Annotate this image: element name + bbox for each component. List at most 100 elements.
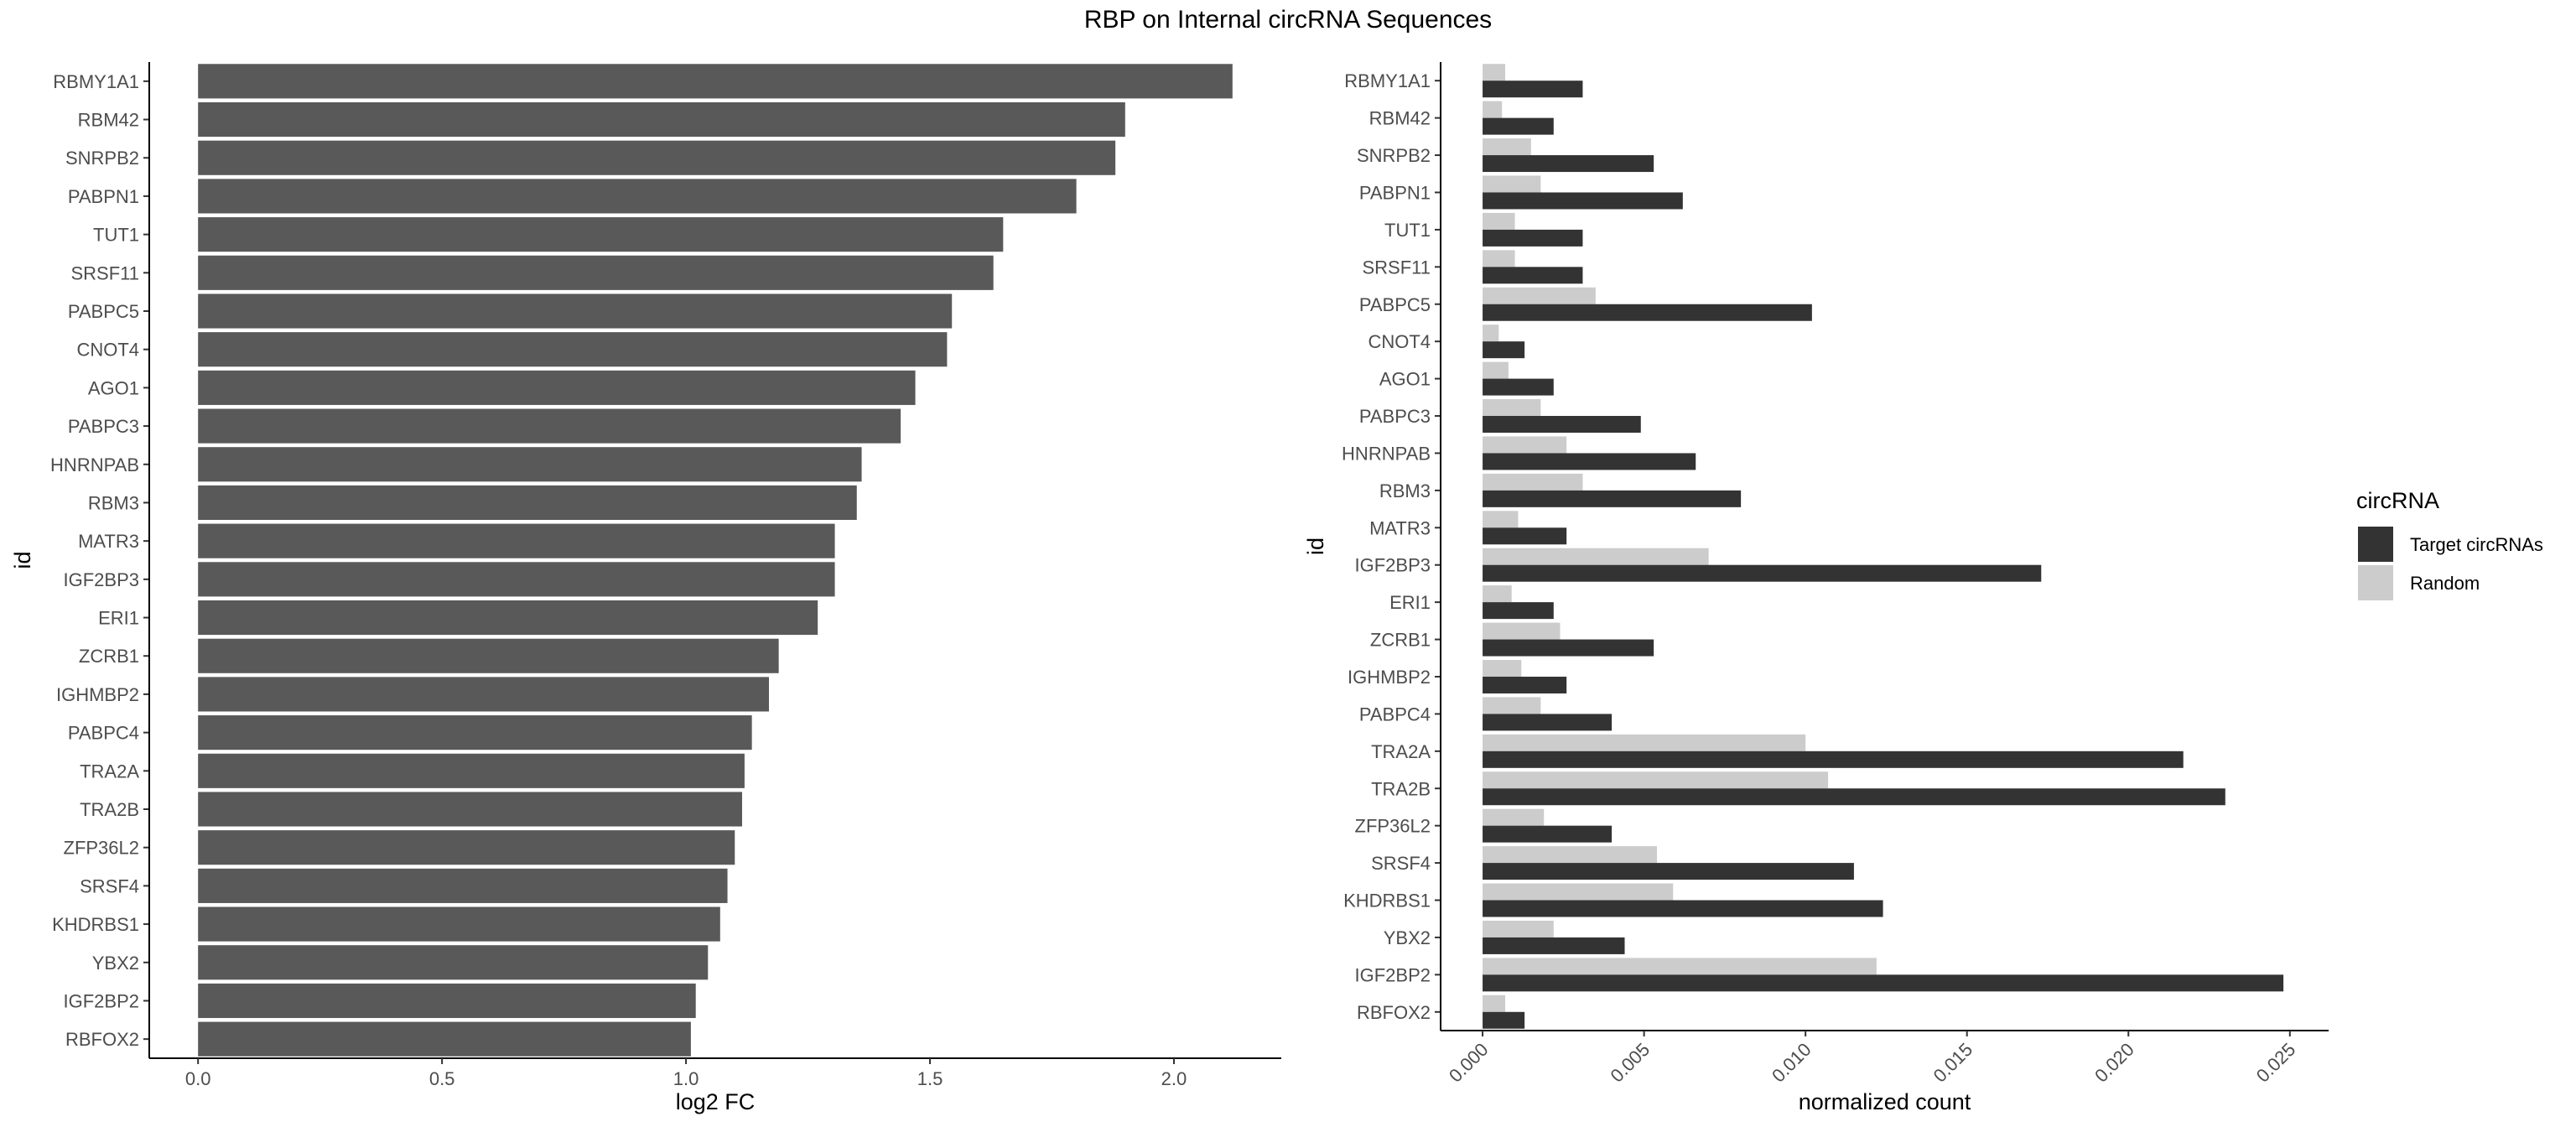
y-tick-label-rbm3: RBM3 xyxy=(1379,480,1431,501)
bar-target-ago1 xyxy=(1483,378,1554,396)
bar-random-zcrb1 xyxy=(1483,622,1561,640)
y-tick-label-ago1: AGO1 xyxy=(1379,369,1431,390)
bar-target-srsf4 xyxy=(1483,863,1854,880)
legend-key-1 xyxy=(2358,565,2393,600)
x-tick-label-1: 0.005 xyxy=(1607,1039,1654,1087)
bar-random-pabpn1 xyxy=(1483,175,1541,193)
bar-random-hnrnpab xyxy=(1483,436,1567,454)
bar-target-zcrb1 xyxy=(1483,639,1654,657)
bar-random-pabpc4 xyxy=(1483,697,1541,714)
y-tick-label-eri1: ERI1 xyxy=(98,608,139,629)
y-tick-label-cnot4: CNOT4 xyxy=(76,340,139,361)
y-tick-label-rbfox2: RBFOX2 xyxy=(1357,1002,1431,1023)
x-axis-title-right: normalized count xyxy=(1799,1089,1971,1114)
bar-target-snrpb2 xyxy=(1483,155,1654,173)
x-tick-label-4: 0.020 xyxy=(2090,1039,2138,1087)
y-tick-label-igf2bp3: IGF2BP3 xyxy=(64,569,139,590)
bar-target-rbm3 xyxy=(1483,490,1742,507)
bar-random-pabpc5 xyxy=(1483,287,1596,304)
y-tick-label-tut1: TUT1 xyxy=(1384,220,1431,241)
bar-random-matr3 xyxy=(1483,511,1519,528)
bar-target-khdrbs1 xyxy=(1483,900,1883,917)
bar-matr3 xyxy=(198,523,835,558)
bar-random-rbm3 xyxy=(1483,473,1583,491)
y-tick-label-ybx2: YBX2 xyxy=(1384,927,1431,948)
bar-random-srsf4 xyxy=(1483,846,1658,864)
bar-random-tra2b xyxy=(1483,771,1829,789)
bar-target-pabpc4 xyxy=(1483,714,1613,731)
bar-target-tra2a xyxy=(1483,750,2184,768)
y-tick-label-pabpn1: PABPN1 xyxy=(1359,182,1431,203)
bar-random-rbmy1a1 xyxy=(1483,64,1506,81)
y-tick-label-rbmy1a1: RBMY1A1 xyxy=(53,71,139,92)
y-tick-label-igf2bp2: IGF2BP2 xyxy=(64,990,139,1011)
bar-tra2b xyxy=(198,792,743,827)
y-tick-label-srsf4: SRSF4 xyxy=(1371,853,1431,874)
bar-target-hnrnpab xyxy=(1483,453,1696,470)
bar-tra2a xyxy=(198,753,745,788)
y-tick-label-rbfox2: RBFOX2 xyxy=(65,1029,139,1050)
x-tick-label-2: 1.0 xyxy=(673,1068,699,1089)
bar-target-rbm42 xyxy=(1483,117,1554,135)
x-tick-label-1: 0.5 xyxy=(429,1068,455,1089)
bar-target-eri1 xyxy=(1483,602,1554,620)
bar-rbm3 xyxy=(198,485,857,521)
bar-random-pabpc3 xyxy=(1483,399,1541,417)
x-tick-label-0: 0.000 xyxy=(1445,1039,1493,1087)
y-tick-label-ybx2: YBX2 xyxy=(92,953,139,974)
bar-pabpn1 xyxy=(198,179,1077,214)
bar-hnrnpab xyxy=(198,447,862,482)
bar-srsf11 xyxy=(198,255,994,290)
y-tick-label-hnrnpab: HNRNPAB xyxy=(50,454,139,475)
bar-rbm42 xyxy=(198,101,1125,138)
figure-title: RBP on Internal circRNA Sequences xyxy=(1084,6,1492,34)
bar-target-pabpc3 xyxy=(1483,416,1641,434)
y-tick-label-pabpc5: PABPC5 xyxy=(68,301,139,322)
y-tick-label-tut1: TUT1 xyxy=(93,225,139,246)
bar-target-igf2bp3 xyxy=(1483,564,2042,582)
y-tick-label-pabpc4: PABPC4 xyxy=(1359,704,1431,724)
bar-random-igf2bp2 xyxy=(1483,958,1877,975)
left-bar-chart: RBMY1A1 RBM42 SNRPB2 PABPN1 TUT1 SRSF11 PABPC5… xyxy=(10,62,1281,1114)
bar-random-tut1 xyxy=(1483,212,1515,230)
y-tick-label-pabpc5: PABPC5 xyxy=(1359,294,1431,315)
bar-random-ighmbp2 xyxy=(1483,659,1522,677)
x-axis-title-left: log2 FC xyxy=(676,1089,756,1114)
bar-tut1 xyxy=(198,217,1004,252)
y-tick-label-khdrbs1: KHDRBS1 xyxy=(52,914,139,935)
bar-cnot4 xyxy=(198,332,948,367)
y-tick-label-ighmbp2: IGHMBP2 xyxy=(1348,667,1431,688)
bar-igf2bp2 xyxy=(198,983,696,1019)
legend-key-0 xyxy=(2358,527,2393,562)
y-tick-label-zcrb1: ZCRB1 xyxy=(1370,630,1431,651)
bar-target-tut1 xyxy=(1483,229,1583,247)
y-tick-label-srsf4: SRSF4 xyxy=(80,875,139,896)
y-tick-label-srsf11: SRSF11 xyxy=(1362,257,1431,278)
y-tick-label-rbm42: RBM42 xyxy=(1369,108,1431,129)
bar-zfp36l2 xyxy=(198,830,735,865)
bar-target-tra2b xyxy=(1483,788,2225,806)
bar-random-tra2a xyxy=(1483,734,1806,751)
bar-random-ago1 xyxy=(1483,361,1509,379)
bar-target-rbfox2 xyxy=(1483,1011,1525,1029)
right-grouped-bar-chart: RBMY1A1 RBM42 SNRPB2 PABPN1 TUT1 SRSF11 PABPC5… xyxy=(1303,62,2329,1114)
bar-pabpc3 xyxy=(198,408,901,444)
y-tick-label-igf2bp2: IGF2BP2 xyxy=(1355,964,1431,985)
y-tick-label-khdrbs1: KHDRBS1 xyxy=(1343,891,1431,911)
y-tick-label-eri1: ERI1 xyxy=(1389,592,1431,613)
y-tick-label-rbmy1a1: RBMY1A1 xyxy=(1344,70,1431,91)
x-tick-label-3: 0.015 xyxy=(1929,1039,1977,1087)
bar-pabpc5 xyxy=(198,293,953,329)
bar-random-zfp36l2 xyxy=(1483,808,1545,826)
y-tick-label-tra2a: TRA2A xyxy=(80,761,139,782)
bar-random-eri1 xyxy=(1483,585,1512,603)
x-tick-label-0: 0.0 xyxy=(185,1068,211,1089)
legend: circRNA Target circRNAs Random xyxy=(2356,488,2543,600)
bar-random-igf2bp3 xyxy=(1483,548,1709,565)
bar-target-rbmy1a1 xyxy=(1483,80,1583,98)
bar-eri1 xyxy=(198,600,818,636)
y-tick-label-pabpc3: PABPC3 xyxy=(68,416,139,437)
bar-ago1 xyxy=(198,370,916,405)
y-tick-label-rbm3: RBM3 xyxy=(88,492,139,513)
